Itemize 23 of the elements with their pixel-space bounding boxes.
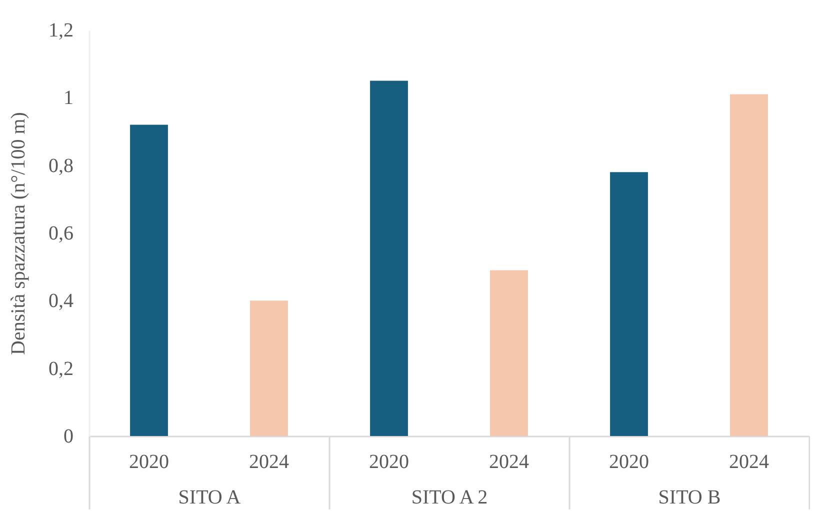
y-tick-label: 0,2 xyxy=(48,358,74,380)
x-tick-label: SITO A 2 xyxy=(411,486,488,508)
y-tick-label: 1,2 xyxy=(48,20,74,42)
y-tick-label: 0 xyxy=(64,426,74,448)
text: 2020 xyxy=(369,451,409,473)
text: 2020 xyxy=(129,451,169,473)
y-axis-title: Densità spazzatura (n°/100 m) xyxy=(8,112,30,355)
y-tick-label: 0,6 xyxy=(48,222,74,244)
text: 2024 xyxy=(249,451,289,473)
bar xyxy=(370,80,408,436)
bar xyxy=(130,124,168,436)
x-tick-label: SITO A xyxy=(178,486,242,508)
bar xyxy=(250,300,288,436)
bar xyxy=(730,94,768,436)
y-tick-label: 0,4 xyxy=(48,290,74,312)
x-tick-label: SITO B xyxy=(658,486,721,508)
y-tick-label: 0,8 xyxy=(48,154,74,177)
series-label: 2024 xyxy=(489,451,529,473)
bar xyxy=(490,270,528,436)
text: 2024 xyxy=(729,451,769,473)
bar xyxy=(610,172,648,436)
series-label: 2020 xyxy=(609,451,649,473)
y-tick-label: 1 xyxy=(64,87,74,110)
